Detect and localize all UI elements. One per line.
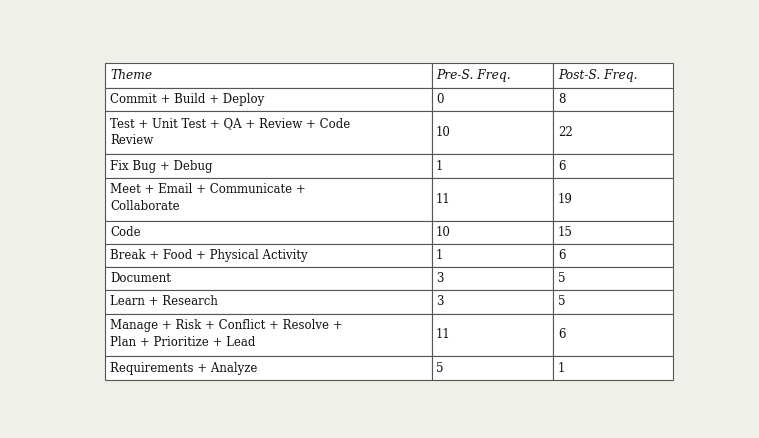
Bar (553, 244, 672, 267)
Bar (432, 178, 553, 221)
Bar (432, 314, 553, 357)
Text: 5: 5 (558, 272, 565, 285)
Text: 5: 5 (436, 362, 443, 374)
Text: 6: 6 (558, 328, 565, 342)
Text: Test + Unit Test + QA + Review + Code
Review: Test + Unit Test + QA + Review + Code Re… (110, 117, 350, 147)
Text: 3: 3 (436, 295, 443, 308)
Bar (432, 155, 553, 178)
Text: Document: Document (110, 272, 171, 285)
Text: 0: 0 (436, 93, 443, 106)
Text: 8: 8 (558, 93, 565, 106)
Bar (432, 63, 553, 88)
Text: Learn + Research: Learn + Research (110, 295, 218, 308)
Text: 15: 15 (558, 226, 573, 239)
Text: 1: 1 (558, 362, 565, 374)
Text: Manage + Risk + Conflict + Resolve +
Plan + Prioritize + Lead: Manage + Risk + Conflict + Resolve + Pla… (110, 319, 342, 350)
Bar (553, 267, 672, 290)
Text: 1: 1 (436, 249, 443, 262)
Bar (106, 155, 432, 178)
Bar (106, 267, 432, 290)
Text: Commit + Build + Deploy: Commit + Build + Deploy (110, 93, 264, 106)
Text: 6: 6 (558, 249, 565, 262)
Bar (553, 111, 672, 155)
Bar (432, 290, 553, 314)
Bar (106, 111, 432, 155)
Bar (432, 244, 553, 267)
Text: 11: 11 (436, 193, 451, 205)
Text: Meet + Email + Communicate +
Collaborate: Meet + Email + Communicate + Collaborate (110, 184, 306, 213)
Text: 10: 10 (436, 226, 451, 239)
Bar (553, 178, 672, 221)
Text: 11: 11 (436, 328, 451, 342)
Bar (106, 88, 432, 111)
Bar (553, 88, 672, 111)
Bar (432, 221, 553, 244)
Text: 22: 22 (558, 127, 573, 139)
Text: Code: Code (110, 226, 140, 239)
Bar (553, 155, 672, 178)
Text: 6: 6 (558, 159, 565, 173)
Bar (432, 111, 553, 155)
Text: Pre-S. Freq.: Pre-S. Freq. (436, 69, 511, 82)
Text: Requirements + Analyze: Requirements + Analyze (110, 362, 257, 374)
Text: 3: 3 (436, 272, 443, 285)
Bar (106, 314, 432, 357)
Text: Fix Bug + Debug: Fix Bug + Debug (110, 159, 213, 173)
Bar (553, 63, 672, 88)
Text: 10: 10 (436, 127, 451, 139)
Bar (106, 290, 432, 314)
Bar (106, 244, 432, 267)
Bar (432, 88, 553, 111)
Bar (106, 357, 432, 380)
Text: 5: 5 (558, 295, 565, 308)
Text: Theme: Theme (110, 69, 152, 82)
Bar (553, 314, 672, 357)
Bar (553, 357, 672, 380)
Bar (106, 221, 432, 244)
Bar (106, 178, 432, 221)
Bar (553, 221, 672, 244)
Text: 19: 19 (558, 193, 573, 205)
Bar (106, 63, 432, 88)
Bar (432, 267, 553, 290)
Bar (432, 357, 553, 380)
Bar (553, 290, 672, 314)
Text: Post-S. Freq.: Post-S. Freq. (558, 69, 638, 82)
Text: Break + Food + Physical Activity: Break + Food + Physical Activity (110, 249, 307, 262)
Text: 1: 1 (436, 159, 443, 173)
